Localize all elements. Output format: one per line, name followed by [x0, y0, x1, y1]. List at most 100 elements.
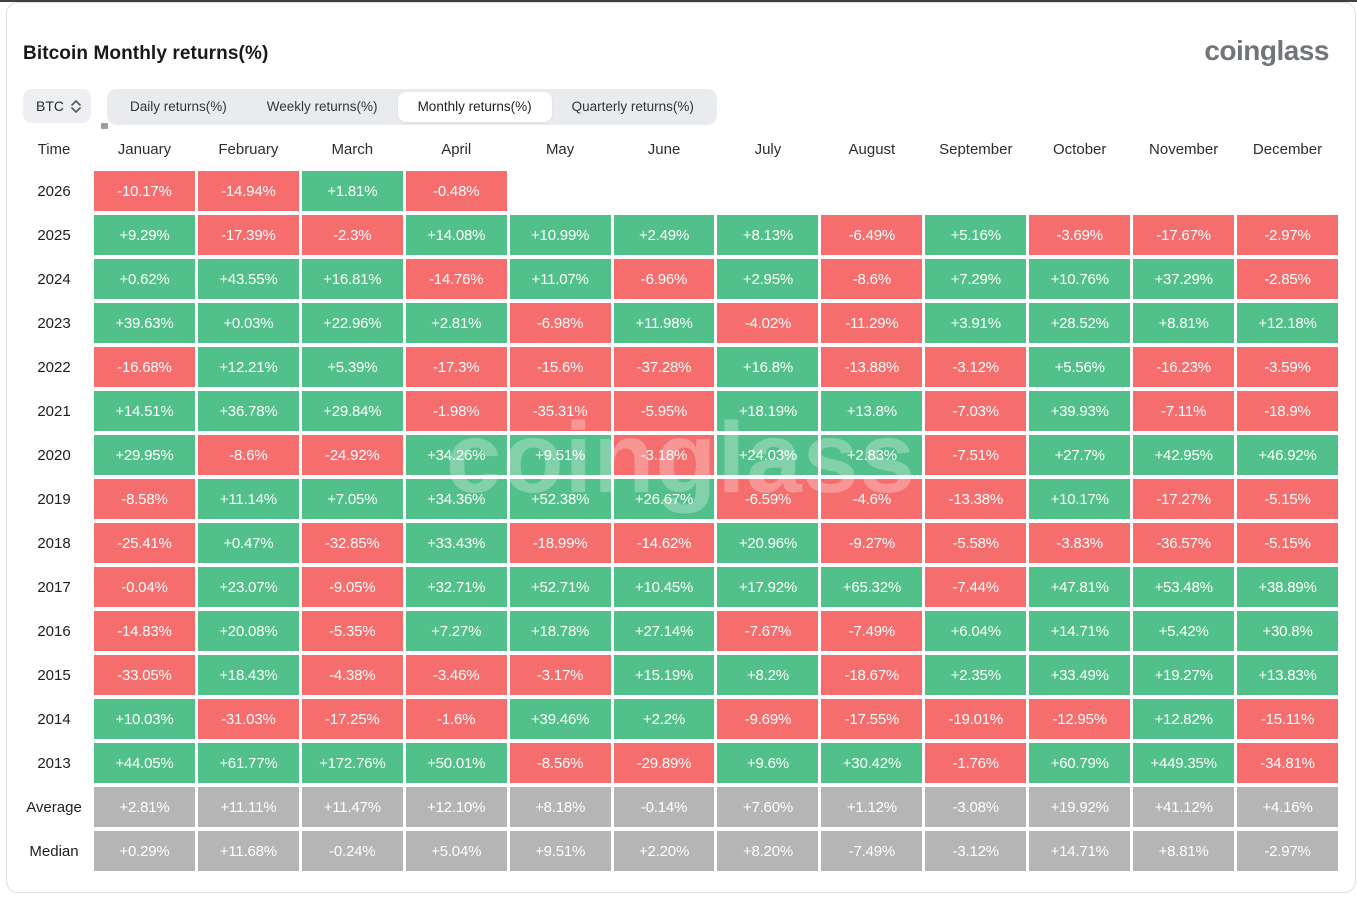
return-cell: +12.21%: [197, 347, 299, 387]
return-cell: +34.26%: [405, 435, 507, 475]
return-cell: +47.81%: [1029, 567, 1131, 607]
window-top-edge: [0, 0, 1357, 2]
return-cell: +11.47%: [301, 787, 403, 827]
return-cell: +4.16%: [1237, 787, 1338, 827]
popover-arrow: [101, 123, 108, 129]
return-cell: [1133, 171, 1234, 211]
return-cell: -2.97%: [1237, 831, 1338, 871]
return-cell: -19.01%: [925, 699, 1027, 739]
return-cell: +10.17%: [1029, 479, 1131, 519]
return-cell: -8.6%: [821, 259, 923, 299]
tab-quarterly-returns[interactable]: Quarterly returns(%): [571, 99, 694, 114]
return-cell: +52.71%: [509, 567, 611, 607]
return-cell: +20.08%: [197, 611, 299, 651]
return-cell: +34.36%: [405, 479, 507, 519]
return-cell: +37.29%: [1133, 259, 1235, 299]
row-label-2014: 2014: [37, 710, 71, 728]
return-cell: +29.84%: [301, 391, 403, 431]
page-title: Bitcoin Monthly returns(%): [23, 43, 269, 64]
return-cell: -9.27%: [821, 523, 923, 563]
return-cell: +23.07%: [197, 567, 299, 607]
return-cell: -17.39%: [197, 215, 299, 255]
return-cell: +449.35%: [1133, 743, 1235, 783]
return-cell: +44.05%: [94, 743, 195, 783]
updown-caret-icon: [71, 99, 81, 113]
return-cell: -17.67%: [1133, 215, 1235, 255]
row-label-2018: 2018: [37, 534, 71, 552]
return-cell: +53.48%: [1133, 567, 1235, 607]
tab-weekly-returns[interactable]: Weekly returns(%): [266, 99, 378, 114]
tab-monthly-returns[interactable]: Monthly returns(%): [397, 92, 552, 122]
return-cell: -33.05%: [94, 655, 195, 695]
return-cell: +16.8%: [717, 347, 819, 387]
return-cell: -3.17%: [509, 655, 611, 695]
return-cell: +7.29%: [925, 259, 1027, 299]
return-cell: -1.98%: [405, 391, 507, 431]
return-cell: -5.58%: [925, 523, 1027, 563]
return-cell: -37.28%: [613, 347, 715, 387]
row-label-2024: 2024: [37, 270, 71, 288]
return-cell: -16.68%: [94, 347, 195, 387]
return-cell: -7.03%: [925, 391, 1027, 431]
return-cell: -15.11%: [1237, 699, 1338, 739]
return-cell: +2.20%: [613, 831, 715, 871]
return-cell: -14.83%: [94, 611, 195, 651]
return-cell: -7.49%: [821, 831, 923, 871]
return-cell: -7.67%: [717, 611, 819, 651]
return-cell: -4.02%: [717, 303, 819, 343]
return-cell: +0.03%: [197, 303, 299, 343]
return-cell: +7.60%: [717, 787, 819, 827]
return-cell: +17.92%: [717, 567, 819, 607]
return-cell: -0.48%: [405, 171, 507, 211]
return-cell: +2.81%: [94, 787, 195, 827]
return-cell: +10.76%: [1029, 259, 1131, 299]
return-cell: +9.51%: [509, 435, 611, 475]
return-cell: -12.95%: [1029, 699, 1131, 739]
return-cell: +8.2%: [717, 655, 819, 695]
return-cell: -7.11%: [1133, 391, 1235, 431]
return-cell: +39.46%: [509, 699, 611, 739]
column-header-august: August: [848, 140, 896, 158]
return-cell: +2.81%: [405, 303, 507, 343]
symbol-select[interactable]: BTC: [23, 89, 91, 123]
return-cell: +39.63%: [94, 303, 195, 343]
column-header-time: Time: [37, 140, 71, 158]
return-cell: +1.81%: [301, 171, 403, 211]
row-label-2015: 2015: [37, 666, 71, 684]
return-cell: -17.27%: [1133, 479, 1235, 519]
return-cell: +52.38%: [509, 479, 611, 519]
return-cell: +27.7%: [1029, 435, 1131, 475]
return-cell: +14.51%: [94, 391, 195, 431]
return-cell: [614, 171, 715, 211]
return-cell: -17.3%: [405, 347, 507, 387]
return-cell: +60.79%: [1029, 743, 1131, 783]
return-cell: +5.04%: [405, 831, 507, 871]
return-cell: -14.76%: [405, 259, 507, 299]
return-cell: +13.8%: [821, 391, 923, 431]
return-cell: -34.81%: [1237, 743, 1338, 783]
return-cell: +43.55%: [197, 259, 299, 299]
return-cell: -18.67%: [821, 655, 923, 695]
symbol-select-value: BTC: [36, 98, 64, 114]
controls-bar: BTC Daily returns(%) Weekly returns(%) M…: [23, 89, 717, 125]
return-cell: -0.24%: [301, 831, 403, 871]
return-cell: +30.8%: [1237, 611, 1338, 651]
column-header-december: December: [1252, 140, 1323, 158]
tab-daily-returns[interactable]: Daily returns(%): [130, 99, 227, 114]
return-cell: +42.95%: [1133, 435, 1235, 475]
return-cell: -32.85%: [301, 523, 403, 563]
return-cell: -7.51%: [925, 435, 1027, 475]
return-cell: -6.96%: [613, 259, 715, 299]
return-cell: +22.96%: [301, 303, 403, 343]
return-cell: +18.43%: [197, 655, 299, 695]
return-cell: -25.41%: [94, 523, 195, 563]
return-cell: +8.81%: [1133, 303, 1235, 343]
return-cell: +9.29%: [94, 215, 195, 255]
return-cell: +33.43%: [405, 523, 507, 563]
return-cell: +32.71%: [405, 567, 507, 607]
return-cell: -9.05%: [301, 567, 403, 607]
return-cell: +7.27%: [405, 611, 507, 651]
return-cell: +9.6%: [717, 743, 819, 783]
return-cell: -13.88%: [821, 347, 923, 387]
column-header-july: July: [754, 140, 782, 158]
